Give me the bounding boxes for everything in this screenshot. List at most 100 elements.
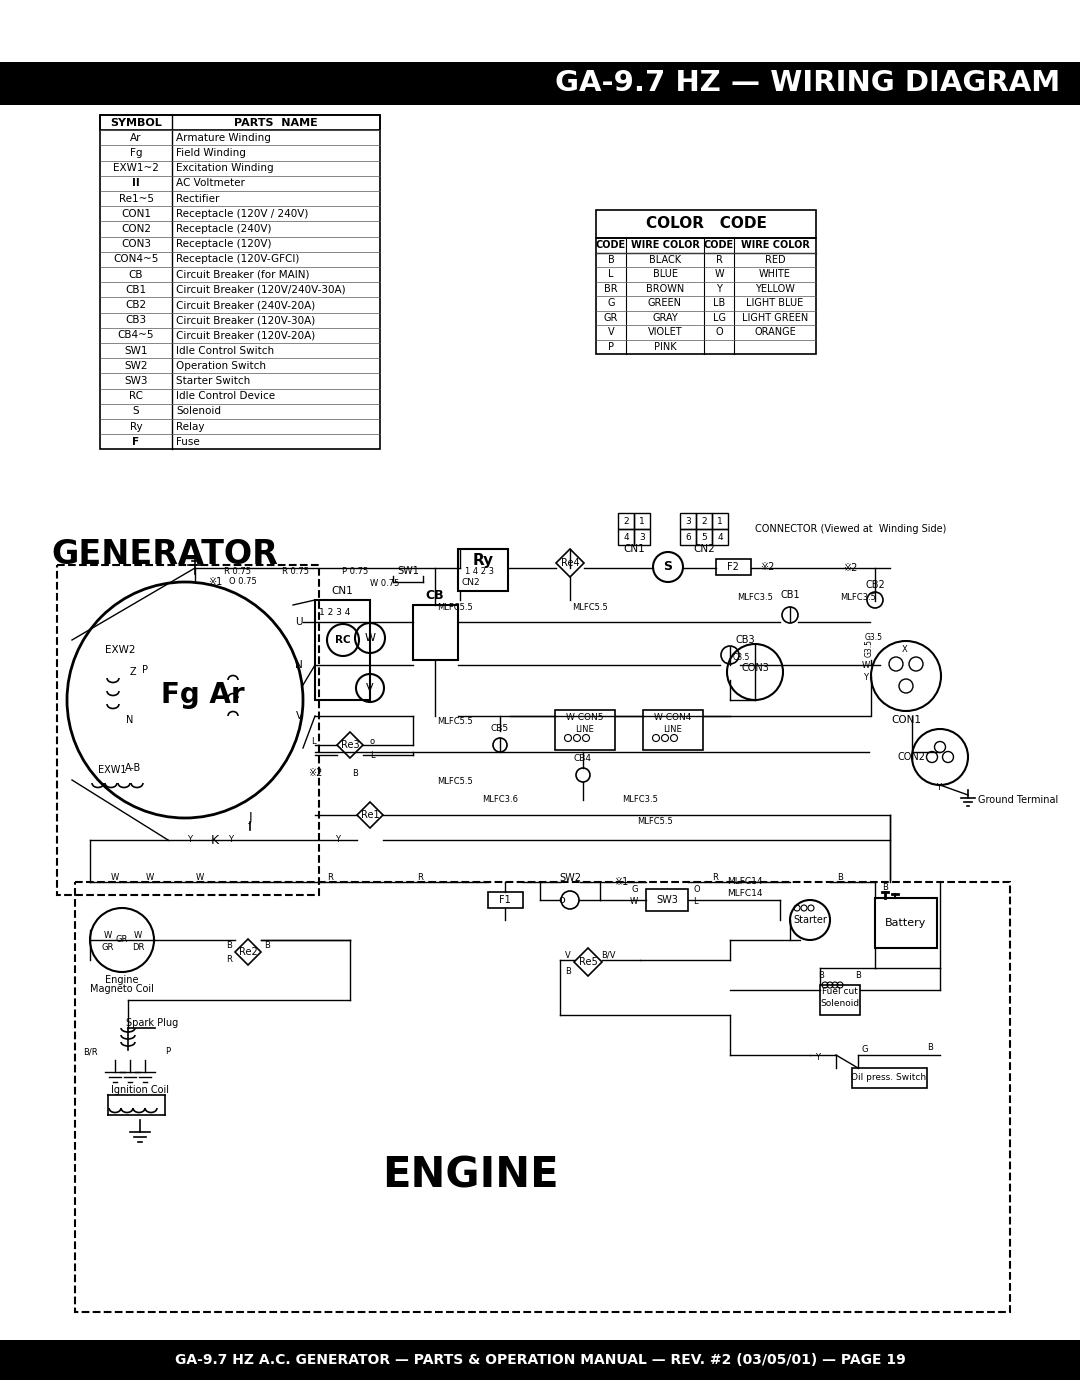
Text: W: W — [134, 930, 143, 940]
Bar — [0, 61, 1080, 105]
Text: Re2: Re2 — [239, 947, 257, 957]
Bar — [634, 529, 650, 545]
Text: B: B — [352, 768, 357, 778]
Text: F1: F1 — [499, 895, 511, 905]
Text: Relay: Relay — [176, 422, 204, 432]
Text: 2: 2 — [623, 517, 629, 525]
Text: SW3: SW3 — [656, 895, 678, 905]
Text: Idle Control Switch: Idle Control Switch — [176, 345, 274, 356]
Text: CN2: CN2 — [693, 543, 715, 555]
Text: Oil press. Switch: Oil press. Switch — [851, 1073, 927, 1083]
Text: Fg Ar: Fg Ar — [161, 680, 245, 710]
Text: CON2: CON2 — [897, 752, 926, 761]
Text: L: L — [311, 736, 316, 746]
Text: Y: Y — [228, 835, 233, 845]
Text: MLFC3.5: MLFC3.5 — [622, 795, 658, 805]
Text: o: o — [370, 736, 375, 746]
Text: B: B — [818, 971, 824, 979]
Text: MLFC5.5: MLFC5.5 — [437, 718, 473, 726]
Text: BLUE: BLUE — [652, 270, 677, 279]
Text: RC: RC — [129, 391, 143, 401]
Text: CODE: CODE — [596, 240, 626, 250]
Text: ※2: ※2 — [760, 562, 774, 571]
Text: CB: CB — [426, 590, 444, 602]
Text: P: P — [141, 665, 148, 675]
Bar — [100, 115, 380, 450]
Text: Circuit Breaker (240V-20A): Circuit Breaker (240V-20A) — [176, 300, 315, 310]
Text: 4: 4 — [717, 532, 723, 542]
Text: LIGHT BLUE: LIGHT BLUE — [746, 298, 804, 309]
Text: WHITE: WHITE — [759, 270, 791, 279]
Text: WIRE COLOR: WIRE COLOR — [631, 240, 700, 250]
Text: B: B — [565, 968, 571, 977]
Text: P: P — [165, 1048, 171, 1056]
Text: W: W — [862, 661, 870, 669]
Bar — [618, 513, 634, 529]
Text: V: V — [608, 327, 615, 337]
Text: GENERATOR: GENERATOR — [52, 538, 279, 571]
Text: CONNECTOR (Viewed at  Winding Side): CONNECTOR (Viewed at Winding Side) — [755, 524, 946, 534]
Text: LG: LG — [713, 313, 726, 323]
Text: A-B: A-B — [125, 763, 141, 773]
Text: MLFC3.5: MLFC3.5 — [737, 592, 773, 602]
Text: CON1: CON1 — [891, 715, 921, 725]
Text: LB: LB — [713, 298, 725, 309]
Text: SYMBOL: SYMBOL — [110, 117, 162, 127]
Text: SW1: SW1 — [124, 345, 148, 356]
Text: COLOR   CODE: COLOR CODE — [646, 217, 767, 232]
Bar — [75, 882, 1010, 1312]
Text: C3.5: C3.5 — [732, 652, 750, 662]
Text: o: o — [558, 895, 565, 905]
Text: CON3: CON3 — [121, 239, 151, 249]
Text: U: U — [296, 617, 303, 627]
Text: GA-9.7 HZ A.C. GENERATOR — PARTS & OPERATION MANUAL — REV. #2 (03/05/01) — PAGE : GA-9.7 HZ A.C. GENERATOR — PARTS & OPERA… — [175, 1354, 905, 1368]
Text: Operation Switch: Operation Switch — [176, 360, 266, 370]
Text: W: W — [365, 633, 376, 643]
Text: W CON4: W CON4 — [654, 714, 691, 722]
Text: W: W — [104, 930, 112, 940]
Text: CB1: CB1 — [780, 590, 800, 599]
Text: ENGINE: ENGINE — [381, 1154, 558, 1196]
Text: SW2: SW2 — [124, 360, 148, 370]
Text: Circuit Breaker (120V-20A): Circuit Breaker (120V-20A) — [176, 331, 315, 341]
Text: Y: Y — [335, 835, 340, 845]
Text: BLACK: BLACK — [649, 254, 681, 265]
Bar — [57, 564, 319, 895]
Text: L: L — [370, 750, 375, 760]
Bar — [680, 529, 696, 545]
Text: CON2: CON2 — [121, 224, 151, 235]
Text: G: G — [632, 884, 638, 894]
Text: Ground Terminal: Ground Terminal — [978, 795, 1058, 805]
Text: Starter Switch: Starter Switch — [176, 376, 251, 386]
Bar — [696, 513, 712, 529]
Text: 1: 1 — [717, 517, 723, 525]
Text: R: R — [226, 956, 232, 964]
Text: MLFC3.6: MLFC3.6 — [482, 795, 518, 805]
Text: Battery: Battery — [886, 918, 927, 928]
Text: R: R — [327, 873, 333, 882]
Bar — [646, 888, 688, 911]
Text: MLFC14: MLFC14 — [727, 877, 762, 887]
Text: Y: Y — [936, 784, 942, 792]
Text: CB: CB — [129, 270, 144, 279]
Text: Engine: Engine — [105, 975, 138, 985]
Text: Re1~5: Re1~5 — [119, 194, 153, 204]
Text: II: II — [132, 179, 140, 189]
Text: Z: Z — [130, 666, 136, 678]
Text: Starter: Starter — [793, 915, 827, 925]
Text: R 0.75: R 0.75 — [282, 567, 309, 576]
Bar — [712, 513, 728, 529]
Text: B: B — [608, 254, 615, 265]
Text: BROWN: BROWN — [646, 284, 684, 293]
Text: CON3: CON3 — [741, 664, 769, 673]
Text: GR: GR — [116, 936, 129, 944]
Bar — [458, 549, 508, 591]
Text: Field Winding: Field Winding — [176, 148, 246, 158]
Text: N: N — [295, 659, 303, 671]
Text: ※2: ※2 — [843, 563, 858, 573]
Text: B: B — [927, 1044, 933, 1052]
Text: MLFC14: MLFC14 — [727, 888, 762, 897]
Text: MLFC5.5: MLFC5.5 — [437, 604, 473, 612]
Text: W 0.75: W 0.75 — [370, 578, 400, 588]
Bar — [712, 529, 728, 545]
